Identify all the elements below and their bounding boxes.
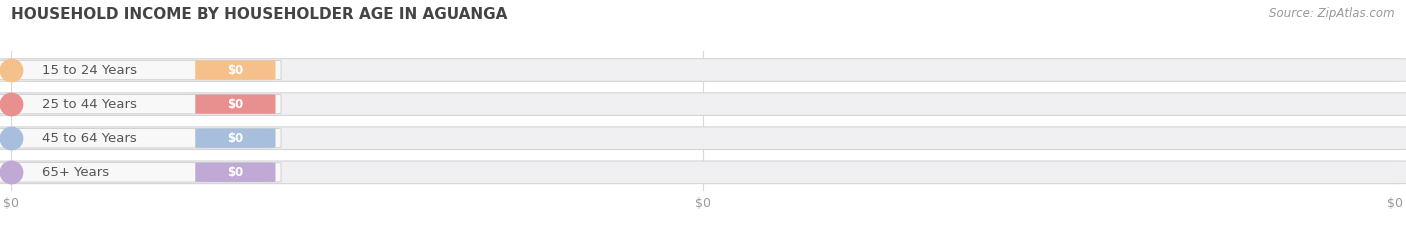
FancyBboxPatch shape [0,60,281,80]
Text: 15 to 24 Years: 15 to 24 Years [42,64,136,76]
Text: HOUSEHOLD INCOME BY HOUSEHOLDER AGE IN AGUANGA: HOUSEHOLD INCOME BY HOUSEHOLDER AGE IN A… [11,7,508,22]
Text: 65+ Years: 65+ Years [42,166,108,179]
FancyBboxPatch shape [195,129,276,148]
Text: $0: $0 [228,166,243,179]
FancyBboxPatch shape [195,163,276,182]
FancyBboxPatch shape [0,127,1406,150]
Point [0,136,22,140]
Point [0,68,22,72]
FancyBboxPatch shape [0,59,1406,81]
Text: $0: $0 [228,98,243,111]
FancyBboxPatch shape [195,94,276,114]
FancyBboxPatch shape [0,161,1406,184]
FancyBboxPatch shape [195,60,276,80]
Text: $0: $0 [228,132,243,145]
FancyBboxPatch shape [0,94,281,114]
Point [0,171,22,174]
FancyBboxPatch shape [0,163,281,182]
FancyBboxPatch shape [0,93,1406,115]
Text: 25 to 44 Years: 25 to 44 Years [42,98,136,111]
Text: Source: ZipAtlas.com: Source: ZipAtlas.com [1270,7,1395,20]
Point [0,102,22,106]
FancyBboxPatch shape [0,128,281,148]
Text: 45 to 64 Years: 45 to 64 Years [42,132,136,145]
Text: $0: $0 [228,64,243,76]
